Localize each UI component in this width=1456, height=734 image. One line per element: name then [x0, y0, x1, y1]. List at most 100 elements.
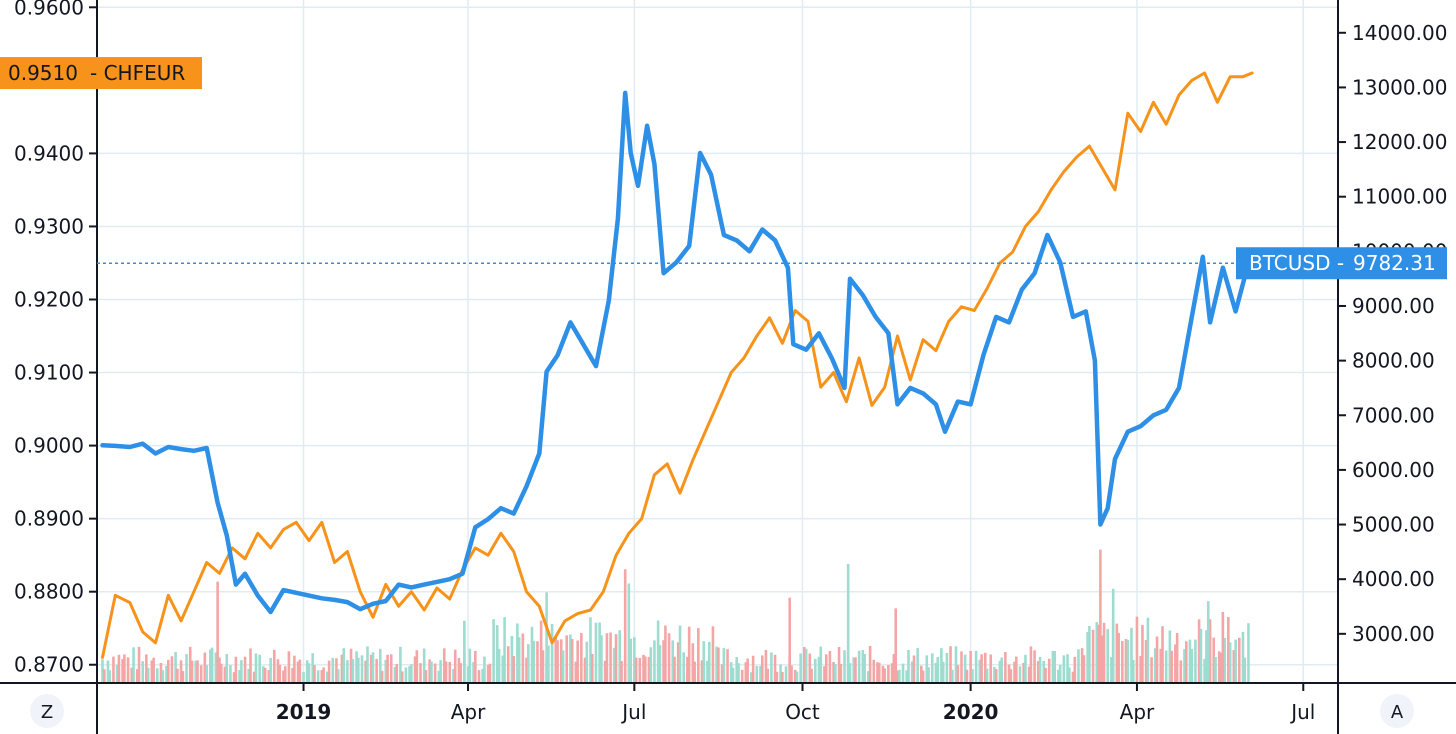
volume-bar	[254, 653, 258, 683]
volume-bar	[686, 656, 689, 683]
volume-bar	[861, 650, 865, 683]
volume-bar	[452, 668, 455, 683]
volume-bar	[269, 658, 272, 683]
volume-bar	[848, 663, 852, 683]
volume-bar	[453, 649, 457, 683]
volume-bar	[1130, 627, 1133, 683]
volume-bar	[1146, 617, 1150, 683]
volume-bar	[371, 652, 375, 683]
left-tick-label: 0.8900	[14, 507, 84, 531]
volume-bar	[1047, 658, 1051, 683]
volume-bar	[927, 667, 930, 683]
volume-bar	[974, 650, 978, 683]
left-tick-label: 0.9100	[14, 361, 84, 385]
volume-bar	[492, 619, 495, 683]
volume-bar	[720, 664, 724, 683]
volume-bar	[612, 647, 616, 683]
volume-bar	[1203, 658, 1206, 683]
volume-bar	[781, 671, 784, 683]
volume-bar	[1091, 629, 1095, 683]
volume-bar	[907, 649, 910, 683]
volume-bar	[541, 650, 545, 683]
volume-bar	[644, 656, 647, 683]
volume-bar	[779, 664, 782, 683]
volume-bar	[483, 656, 486, 683]
volume-bar	[516, 623, 519, 683]
volume-bar	[360, 655, 364, 683]
volume-bar	[307, 663, 311, 683]
right-axis: 14000.0013000.0012000.0011000.0010000.00…	[1338, 21, 1447, 646]
volume-bar	[1232, 650, 1236, 683]
volume-bar	[1214, 656, 1217, 683]
volume-bar	[512, 655, 516, 683]
volume-bar	[574, 661, 578, 683]
volume-bar	[1208, 619, 1212, 683]
volume-bar	[532, 640, 536, 683]
volume-bar	[1036, 661, 1040, 683]
volume-bar	[1175, 633, 1179, 683]
volume-bar	[205, 665, 208, 683]
volume-bar	[969, 651, 972, 683]
volume-bar	[1077, 649, 1080, 683]
volume-bar	[945, 652, 949, 683]
volume-bar	[108, 670, 112, 683]
volume-bar	[327, 660, 331, 683]
volume-bar	[594, 622, 598, 683]
volume-bar	[258, 654, 261, 683]
volume-bar	[993, 666, 996, 683]
volume-bar	[940, 648, 943, 683]
volume-bar	[618, 630, 622, 683]
volume-bar	[951, 669, 954, 683]
volume-bar	[971, 669, 974, 683]
volume-bar	[389, 654, 393, 683]
right-tick-label: 6000.00	[1352, 458, 1435, 482]
volume-bar	[740, 669, 744, 683]
volume-bar	[872, 659, 876, 683]
volume-bar	[130, 667, 134, 683]
volume-bar	[380, 670, 384, 683]
volume-bar	[773, 654, 777, 683]
volume-bar	[735, 657, 738, 683]
volume-bar	[883, 668, 887, 683]
volume-bar	[1022, 662, 1025, 683]
volume-bar	[892, 654, 896, 683]
corner-right-button[interactable]: A	[1380, 694, 1414, 728]
volume-bar	[527, 644, 530, 683]
volume-bar	[1099, 549, 1102, 683]
grid	[97, 0, 1338, 683]
volume-bar	[656, 620, 660, 683]
volume-bar	[287, 651, 291, 683]
volume-bar	[1206, 601, 1210, 683]
volume-bar	[934, 662, 938, 683]
volume-bar	[472, 662, 475, 683]
volume-bar	[930, 653, 934, 683]
volume-bar	[978, 659, 982, 683]
volume-bar	[357, 657, 360, 683]
volume-bar	[1044, 667, 1047, 683]
volume-bar	[846, 563, 850, 683]
volume-bar	[788, 597, 791, 683]
volume-bar	[1024, 654, 1027, 683]
volume-bar	[793, 669, 797, 683]
volume-bar	[1188, 639, 1192, 683]
left-tick-label: 0.9200	[14, 287, 84, 311]
volume-bar	[954, 646, 958, 683]
volume-bar	[166, 659, 170, 683]
volume-bar	[1000, 657, 1004, 683]
volume-bar	[1066, 654, 1069, 683]
volume-bar	[565, 635, 569, 683]
volume-bar	[1168, 630, 1172, 683]
volume-bar	[369, 654, 373, 683]
volume-bar	[550, 624, 554, 683]
volume-bar	[510, 635, 514, 683]
volume-bar	[1223, 637, 1226, 683]
corner-left-button[interactable]: Z	[30, 694, 64, 728]
left-tick-label: 0.8700	[14, 653, 84, 677]
volume-bar	[570, 638, 574, 683]
volume-bar	[1051, 650, 1055, 683]
volume-bar	[554, 636, 558, 683]
volume-bar	[539, 620, 543, 683]
volume-bar	[609, 632, 612, 683]
x-tick-label: 2020	[943, 700, 999, 724]
volume-bar	[159, 662, 163, 683]
